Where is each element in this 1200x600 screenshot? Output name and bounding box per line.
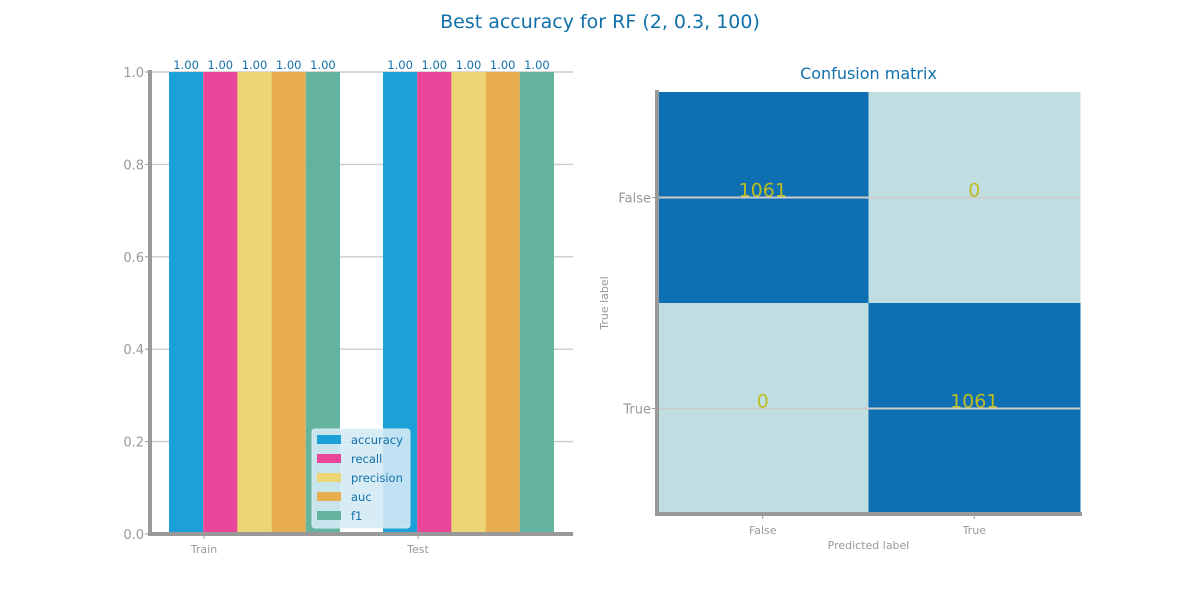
bar-value-label: 1.00: [207, 58, 233, 72]
bar-value-label: 1.00: [276, 58, 302, 72]
bar-value-label: 1.00: [524, 58, 550, 72]
y-tick-label: 1.0: [123, 66, 144, 81]
legend-label-precision: precision: [351, 471, 403, 485]
bar-recall-test: [417, 72, 452, 534]
legend-label-auc: auc: [351, 490, 372, 504]
bar-precision-test: [451, 72, 486, 534]
legend-label-recall: recall: [351, 452, 382, 466]
figure-title: Best accuracy for RF (2, 0.3, 100): [440, 11, 760, 33]
bar-value-label: 1.00: [490, 58, 516, 72]
cm-xlabel: Predicted label: [828, 539, 910, 552]
cm-x-tick-label: False: [749, 524, 777, 537]
bar-value-label: 1.00: [310, 58, 336, 72]
bar-accuracy-train: [169, 72, 204, 534]
legend-swatch-precision: [317, 473, 341, 482]
bar-value-label: 1.00: [242, 58, 268, 72]
bar-value-label: 1.00: [387, 58, 413, 72]
bar-precision-train: [237, 72, 272, 534]
y-tick-label: 0.8: [123, 158, 144, 173]
bar-auc-test: [485, 72, 520, 534]
legend-swatch-auc: [317, 492, 341, 501]
legend-label-f1: f1: [351, 509, 362, 523]
y-tick-label: 0.0: [123, 528, 144, 543]
x-tick-label: Test: [406, 543, 429, 556]
cm-y-tick-label: False: [618, 192, 651, 207]
legend-swatch-accuracy: [317, 435, 341, 444]
cm-y-tick-label: True: [622, 403, 651, 418]
legend-label-accuracy: accuracy: [351, 433, 403, 447]
bar-auc-train: [271, 72, 306, 534]
bar-value-label: 1.00: [173, 58, 199, 72]
y-tick-label: 0.2: [123, 436, 144, 451]
bar-recall-train: [203, 72, 238, 534]
bar-value-label: 1.00: [456, 58, 482, 72]
y-tick-label: 0.6: [123, 251, 144, 266]
metrics-bar-chart: 0.0 0.2 0.4 0.6 0.8 1.0 1.00 1.00 1.00 1.00 1.00 Tr…: [123, 58, 573, 556]
bar-value-label: 1.00: [421, 58, 447, 72]
x-tick-label: Train: [190, 543, 217, 556]
legend-swatch-f1: [317, 511, 341, 520]
legend-swatch-recall: [317, 454, 341, 463]
cm-cell-value: 0: [757, 391, 769, 413]
y-tick-label: 0.4: [123, 343, 144, 358]
cm-x-tick-label: True: [962, 524, 987, 537]
cm-cell-value: 1061: [739, 180, 787, 202]
bar-f1-test: [519, 72, 554, 534]
cm-title: Confusion matrix: [800, 64, 937, 83]
cm-ylabel: True label: [598, 276, 611, 330]
confusion-matrix-chart: Confusion matrix 1061 0 0 1061 False True False…: [598, 64, 1082, 552]
cm-cell-value: 1061: [950, 391, 998, 413]
legend: [311, 428, 411, 529]
cm-cell-value: 0: [968, 180, 980, 202]
